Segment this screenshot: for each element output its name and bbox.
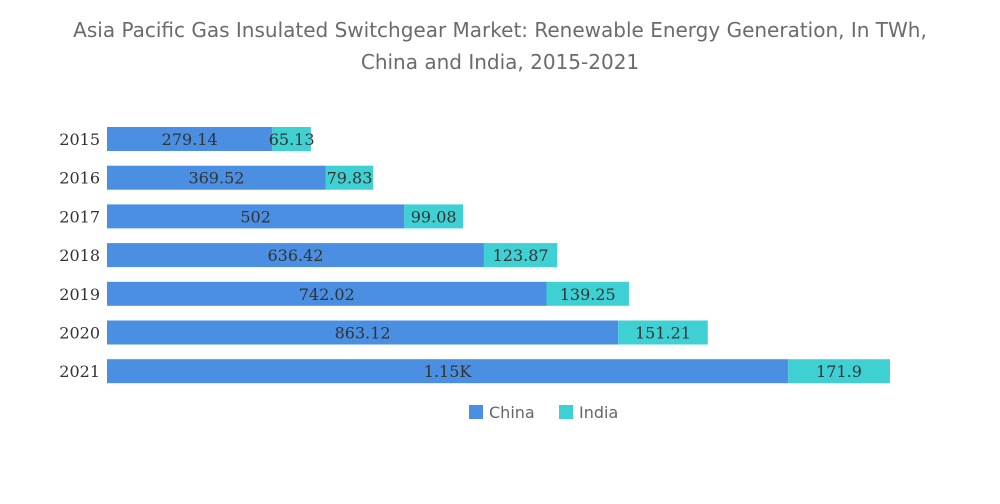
data-label-china-2020: 863.12 xyxy=(335,324,391,343)
data-label-china-2019: 742.02 xyxy=(299,285,355,304)
bar-china-2019 xyxy=(107,281,547,306)
bar-china-2018 xyxy=(107,243,484,268)
bar-china-2017 xyxy=(107,204,405,229)
data-label-china-2017: 502 xyxy=(240,207,271,226)
data-label-india-2017: 99.08 xyxy=(411,207,457,226)
y-tick-label-2017: 2017 xyxy=(59,207,100,226)
bar-india-2018 xyxy=(483,243,558,268)
bar-china-2021 xyxy=(107,359,789,384)
y-tick-label-2018: 2018 xyxy=(59,246,100,265)
data-label-china-2018: 636.42 xyxy=(267,246,323,265)
data-label-india-2019: 139.25 xyxy=(560,285,616,304)
y-tick-label-2020: 2020 xyxy=(59,324,100,343)
legend-label-india: India xyxy=(579,403,618,422)
bar-india-2015 xyxy=(272,127,311,151)
bar-india-2020 xyxy=(618,320,708,345)
bar-china-2020 xyxy=(107,320,619,345)
data-label-india-2016: 79.83 xyxy=(327,169,373,188)
bar-india-2019 xyxy=(546,281,629,306)
data-label-india-2021: 171.9 xyxy=(816,362,862,381)
data-label-india-2020: 151.21 xyxy=(635,324,691,343)
data-label-china-2021: 1.15K xyxy=(424,362,473,381)
chart-title: Asia Pacific Gas Insulated Switchgear Ma… xyxy=(73,18,927,74)
bar-india-2021 xyxy=(788,359,890,384)
bar-china-2016 xyxy=(107,165,326,190)
bar-india-2017 xyxy=(404,204,464,229)
bar-china-2015 xyxy=(107,127,273,151)
legend-swatch-china xyxy=(469,405,483,419)
y-tick-label-2019: 2019 xyxy=(59,285,100,304)
y-tick-label-2016: 2016 xyxy=(59,169,100,188)
data-label-india-2015: 65.13 xyxy=(269,130,315,149)
data-label-china-2015: 279.14 xyxy=(162,130,218,149)
y-tick-label-2021: 2021 xyxy=(59,362,100,381)
y-tick-label-2015: 2015 xyxy=(59,130,100,149)
bar-india-2016 xyxy=(325,165,374,190)
legend-swatch-india xyxy=(559,405,573,419)
legend-label-china: China xyxy=(489,403,535,422)
data-label-india-2018: 123.87 xyxy=(493,246,549,265)
data-label-china-2016: 369.52 xyxy=(188,169,244,188)
